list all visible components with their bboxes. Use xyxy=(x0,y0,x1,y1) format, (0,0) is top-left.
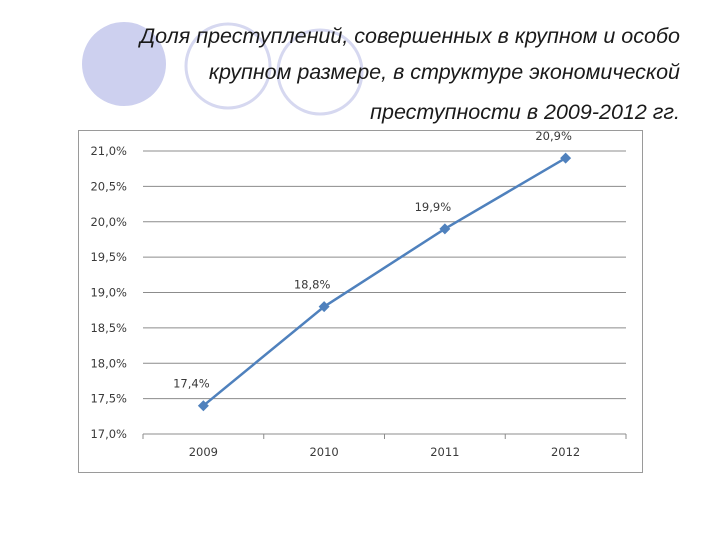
decor-circle-outline-2 xyxy=(276,28,364,116)
y-tick-label: 20,5% xyxy=(90,179,127,193)
series-line xyxy=(202,156,567,407)
data-point-marker xyxy=(197,400,209,412)
data-label: 18,8% xyxy=(294,278,331,292)
y-tick-label: 18,0% xyxy=(90,356,127,370)
x-tick-label: 2012 xyxy=(551,445,580,459)
y-tick-label: 18,5% xyxy=(90,321,127,335)
x-tick-label: 2011 xyxy=(430,445,459,459)
y-tick-label: 17,0% xyxy=(90,427,127,441)
slide-title: Доля преступлений, совершенных в крупном… xyxy=(40,18,680,130)
data-point-marker xyxy=(318,301,330,313)
slide-title-line-1: Доля преступлений, совершенных в крупном… xyxy=(140,24,680,48)
data-point-marker xyxy=(560,152,572,164)
decor-circle-outline-1 xyxy=(184,22,272,110)
data-label: 19,9% xyxy=(415,200,452,214)
data-label: 17,4% xyxy=(173,377,210,391)
y-tick-label: 19,0% xyxy=(90,286,127,300)
data-point-marker xyxy=(439,223,451,235)
y-tick-label: 20,0% xyxy=(90,215,127,229)
x-tick-label: 2010 xyxy=(309,445,338,459)
line-chart: 17,0% 17,5% 18,0% 18,5% 19,0% 19,5% 20,0% 20,5%… xyxy=(90,131,627,459)
chart-area: 17,0% 17,5% 18,0% 18,5% 19,0% 19,5% 20,0% 20,5%… xyxy=(78,130,643,473)
decor-circle-filled xyxy=(82,22,166,106)
y-tick-label: 19,5% xyxy=(90,250,127,264)
slide-title-line-3: преступности в 2009-2012 гг. xyxy=(370,100,680,124)
y-tick-label: 17,5% xyxy=(90,392,127,406)
x-tick-label: 2009 xyxy=(189,445,218,459)
slide-title-line-2: крупном размере, в структуре экономическ… xyxy=(208,60,680,84)
data-label: 20,9% xyxy=(535,131,572,143)
y-tick-label: 21,0% xyxy=(90,144,127,158)
